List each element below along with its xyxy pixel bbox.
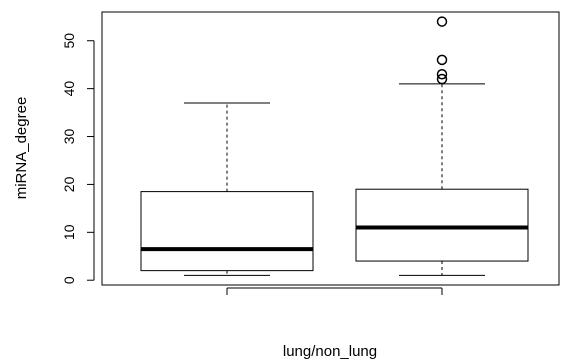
y-tick-label: 30	[61, 129, 77, 145]
outlier-point	[436, 16, 448, 27]
outlier-point	[436, 69, 448, 80]
x-axis-label: lung/non_lung	[283, 343, 377, 360]
box-group	[140, 102, 314, 276]
y-tick-label: 50	[61, 33, 77, 49]
box-iqr	[355, 188, 529, 262]
box-iqr	[140, 191, 314, 272]
y-tick-label: 0	[61, 276, 77, 284]
y-tick-label: 40	[61, 81, 77, 97]
outlier-point	[436, 73, 448, 85]
y-tick-label: 10	[61, 224, 77, 240]
y-axis-label: miRNA_degree	[13, 97, 30, 200]
x-axis	[226, 287, 443, 295]
outlier-point	[436, 54, 448, 66]
y-axis: 0 10 20 30 40 50	[61, 33, 95, 284]
box-group	[355, 16, 529, 276]
plot-frame	[101, 11, 560, 286]
boxes	[140, 16, 529, 276]
y-tick-label: 20	[61, 176, 77, 192]
